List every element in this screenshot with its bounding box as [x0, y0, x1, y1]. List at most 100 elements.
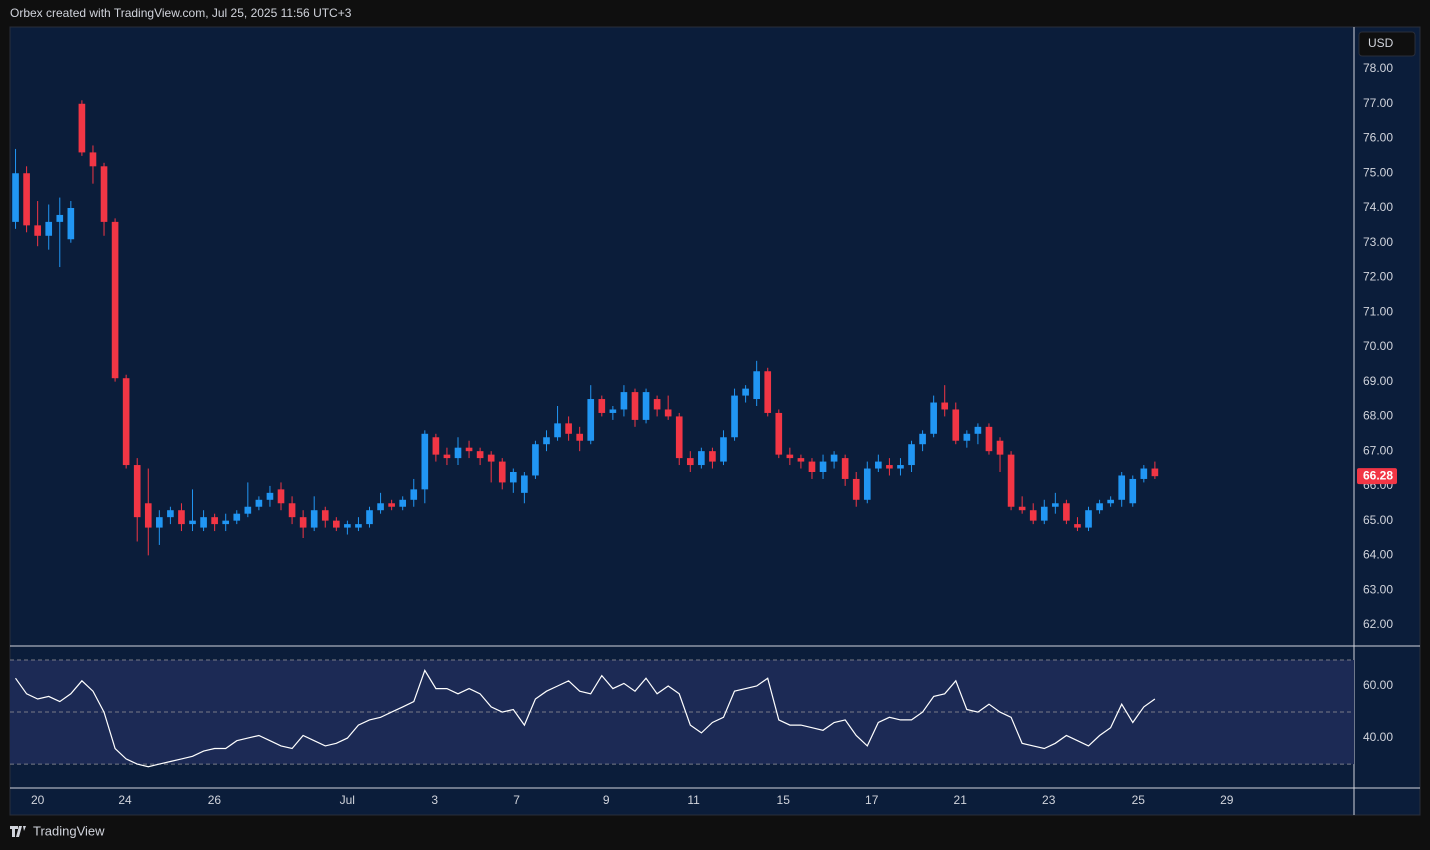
x-tick-label: 20: [31, 793, 45, 807]
candle-body: [1118, 475, 1126, 500]
candle-body: [764, 371, 772, 413]
x-tick-label: 25: [1132, 793, 1146, 807]
candle-body: [797, 458, 805, 462]
candle-body: [189, 520, 196, 525]
candle-body: [952, 409, 960, 441]
x-tick-label: 24: [118, 793, 132, 807]
y-tick-label: 71.00: [1363, 304, 1393, 318]
candle-body: [321, 510, 329, 521]
y-tick-label: 74.00: [1363, 200, 1393, 214]
candle-body: [808, 461, 816, 473]
candle-body: [399, 499, 407, 507]
candle-body: [1151, 468, 1159, 477]
candle-body: [167, 510, 174, 518]
candle-body: [985, 426, 993, 452]
y-tick-label: 67.00: [1363, 443, 1393, 457]
candle-body: [1063, 503, 1070, 521]
candle-body: [144, 503, 152, 528]
x-tick-label: 21: [954, 793, 968, 807]
candle-body: [731, 395, 738, 438]
candle-body: [487, 454, 495, 462]
candle-body: [67, 207, 75, 240]
last-price-tag: [1357, 468, 1397, 485]
candle-body: [1074, 524, 1081, 528]
candle-body: [897, 465, 904, 469]
candle-body: [89, 152, 97, 167]
candle-body: [288, 503, 296, 518]
header-title: Orbex created with TradingView.com, Jul …: [10, 6, 352, 20]
y-tick-label: 75.00: [1363, 165, 1393, 179]
candle-body: [786, 454, 794, 459]
candle-body: [465, 447, 473, 452]
candle-body: [930, 402, 937, 434]
candle-body: [1085, 510, 1092, 528]
y-tick-label: 63.00: [1363, 582, 1393, 596]
candle-body: [653, 399, 661, 410]
candle-body: [366, 510, 373, 525]
candle-body: [587, 399, 595, 441]
candle-body: [852, 478, 860, 500]
footer-brand: TradingView: [33, 823, 105, 838]
x-tick-label: 26: [208, 793, 222, 807]
candle-body: [576, 433, 583, 441]
candle-body: [34, 225, 41, 236]
candle-body: [941, 402, 949, 410]
candle-body: [1140, 468, 1148, 479]
candle-body: [631, 392, 639, 420]
currency-box: [1358, 31, 1416, 57]
candle-body: [133, 465, 141, 518]
candle-body: [565, 423, 572, 434]
candle-body: [908, 444, 915, 466]
candle-body: [310, 510, 318, 528]
candle-body: [543, 437, 550, 445]
candle-body: [299, 517, 307, 528]
candle-body: [78, 103, 86, 153]
candle-body: [178, 510, 185, 525]
candle-body: [23, 173, 30, 226]
candle-body: [233, 513, 241, 521]
candle-body: [1129, 478, 1137, 504]
candle-body: [100, 166, 108, 222]
x-tick-label: 15: [777, 793, 791, 807]
last-price-label: 66.28: [1363, 468, 1393, 482]
rsi-line: [15, 669, 1156, 768]
candle-body: [698, 451, 705, 466]
candle-body: [863, 468, 871, 500]
candle-body: [1052, 503, 1059, 507]
x-tick-label: 3: [431, 793, 438, 807]
candle-body: [476, 451, 484, 459]
candle-body: [443, 454, 451, 459]
candle-body: [753, 371, 760, 400]
candle-body: [421, 433, 429, 490]
candle-body: [963, 433, 971, 441]
y-tick-label: 60.00: [1363, 678, 1393, 692]
candle-body: [244, 506, 252, 514]
candle-body: [919, 433, 926, 445]
y-tick-label: 62.00: [1363, 617, 1393, 631]
y-tick-label: 70.00: [1363, 339, 1393, 353]
x-tick-label: 17: [865, 793, 879, 807]
candle-body: [841, 458, 849, 479]
x-tick-label: 29: [1220, 793, 1234, 807]
candle-body: [454, 447, 462, 459]
candle-body: [598, 399, 606, 413]
candle-body: [1018, 506, 1026, 511]
candle-body: [664, 409, 672, 417]
candle-body: [432, 437, 440, 455]
candle-body: [642, 392, 650, 420]
x-tick-label: 11: [687, 793, 700, 807]
candle-body: [388, 503, 395, 507]
candle-body: [410, 489, 418, 500]
candle-body: [532, 444, 539, 476]
candle-body: [875, 461, 882, 469]
candle-body: [255, 499, 263, 507]
candle-body: [686, 458, 694, 466]
candle-body: [509, 472, 517, 483]
candle-body: [830, 454, 838, 462]
candle-body: [377, 503, 384, 511]
y-tick-label: 76.00: [1363, 131, 1393, 145]
candle-body: [277, 489, 285, 504]
candle-body: [333, 520, 340, 528]
logo-icon: [10, 826, 26, 837]
